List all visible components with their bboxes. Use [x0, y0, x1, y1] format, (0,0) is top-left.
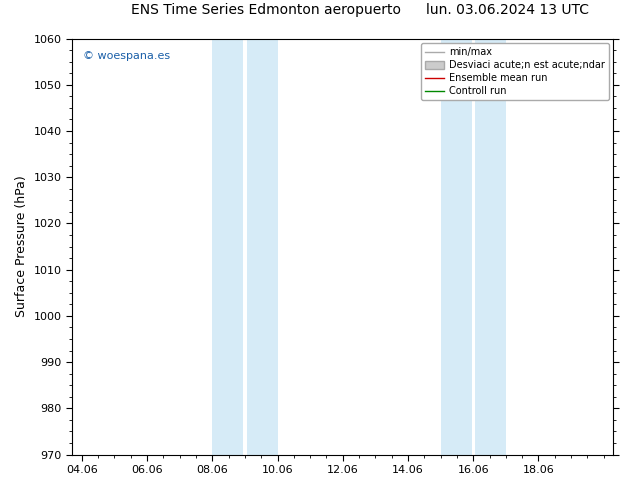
Text: lun. 03.06.2024 13 UTC: lun. 03.06.2024 13 UTC	[425, 3, 589, 17]
Legend: min/max, Desviaci acute;n est acute;ndar, Ensemble mean run, Controll run: min/max, Desviaci acute;n est acute;ndar…	[420, 44, 609, 100]
Y-axis label: Surface Pressure (hPa): Surface Pressure (hPa)	[15, 176, 28, 318]
Bar	[212, 39, 243, 455]
Bar	[441, 39, 472, 455]
Bar	[247, 39, 278, 455]
Bar	[475, 39, 506, 455]
Text: ENS Time Series Edmonton aeropuerto: ENS Time Series Edmonton aeropuerto	[131, 3, 401, 17]
Text: © woespana.es: © woespana.es	[83, 51, 170, 61]
